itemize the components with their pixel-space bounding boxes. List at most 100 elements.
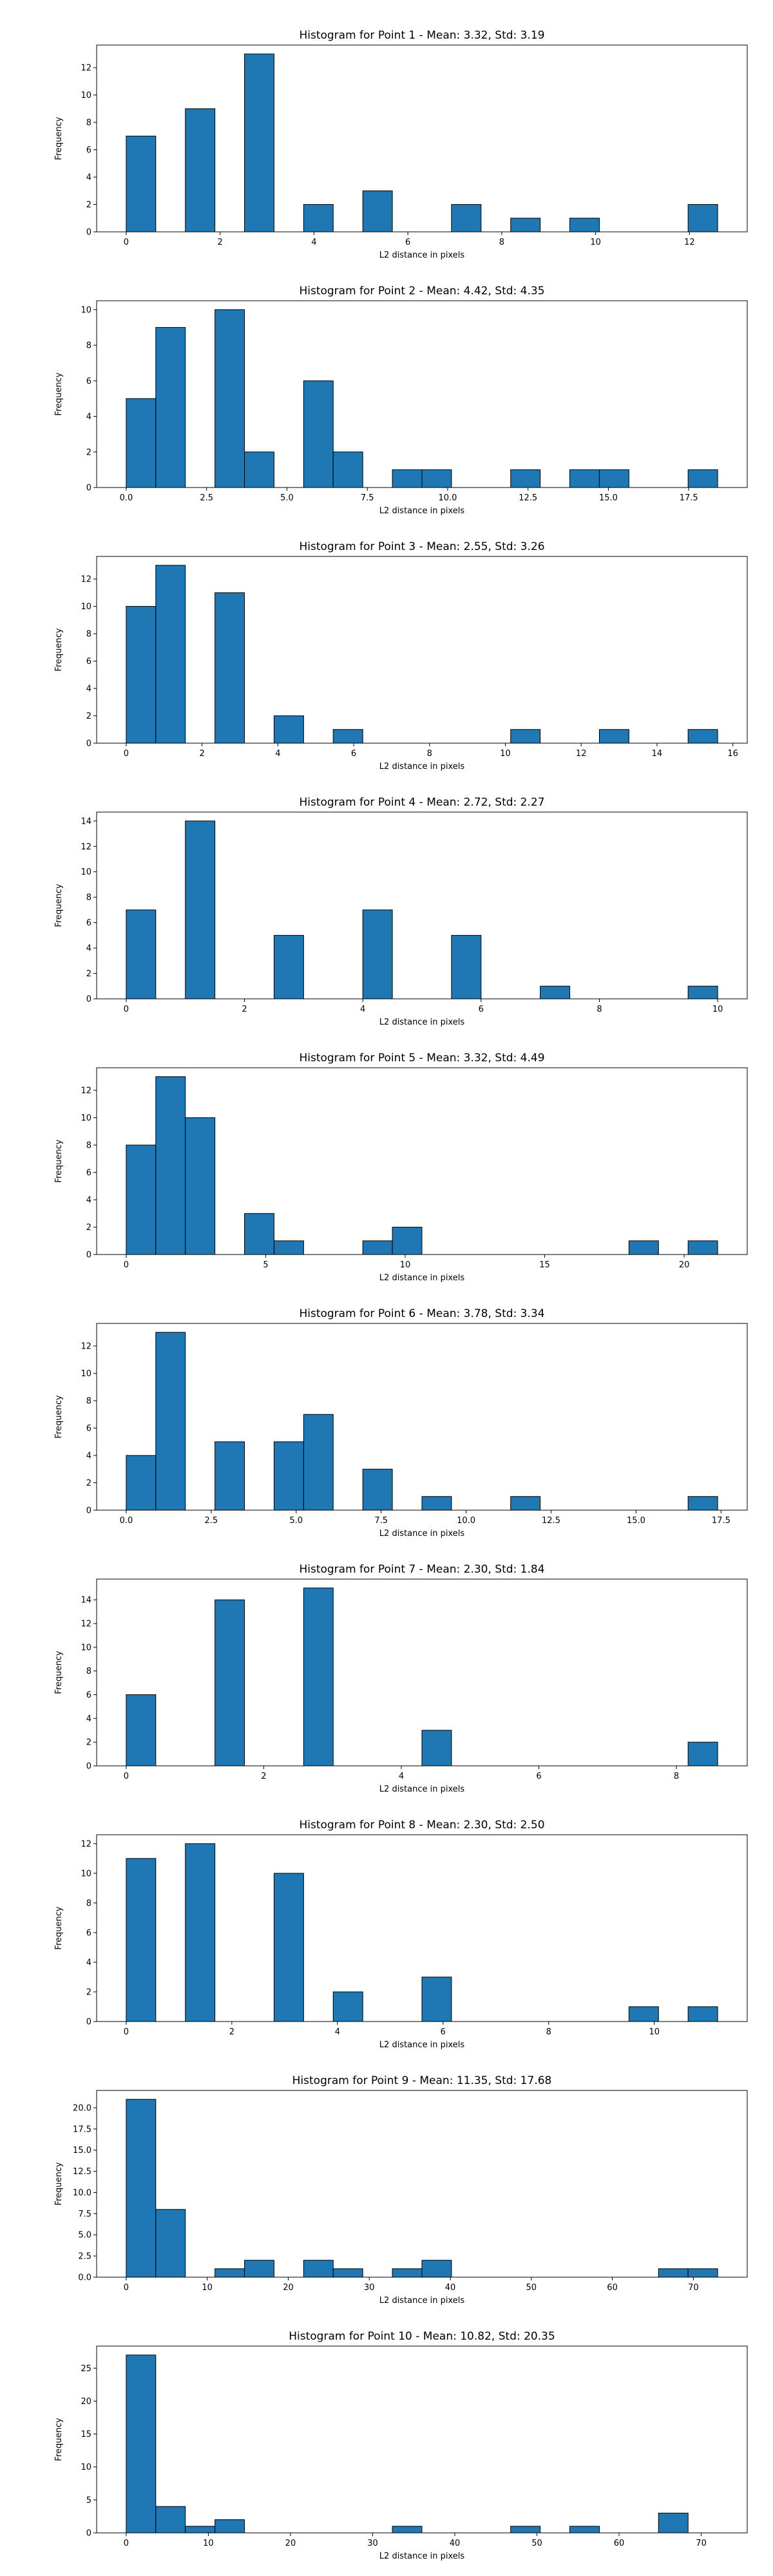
x-tick-label: 8 (546, 2027, 551, 2037)
y-axis-label: Frequency (54, 884, 64, 927)
y-tick-label: 0.0 (78, 2273, 91, 2283)
y-tick-label: 10 (81, 867, 91, 877)
histogram-bar (303, 204, 334, 232)
histogram-bar (392, 2526, 423, 2533)
histogram-bar (273, 1240, 304, 1255)
histogram-bar (540, 985, 571, 999)
x-axis-label: L2 distance in pixels (379, 762, 465, 772)
x-axis-label: L2 distance in pixels (379, 1529, 465, 1539)
histogram-panel-5: Histogram for Point 5 - Mean: 3.32, Std:… (54, 1052, 748, 1283)
x-axis-label: L2 distance in pixels (379, 506, 465, 516)
x-tick-label: 8 (596, 1005, 602, 1014)
y-axis-label: Frequency (54, 117, 64, 160)
x-axis-label: L2 distance in pixels (379, 2552, 465, 2561)
y-tick-label: 0 (86, 1251, 91, 1260)
x-tick-label: 17.5 (680, 493, 698, 503)
y-tick-label: 14 (81, 817, 91, 826)
y-tick-label: 2 (86, 1479, 91, 1488)
x-tick-label: 30 (367, 2539, 378, 2548)
x-tick-label: 6 (536, 1772, 541, 1781)
y-tick-label: 5 (86, 2496, 91, 2505)
x-tick-label: 0 (124, 1772, 129, 1781)
y-tick-label: 0 (86, 2018, 91, 2027)
chart-title: Histogram for Point 9 - Mean: 11.35, Std… (292, 2074, 552, 2087)
x-tick-label: 20 (679, 1260, 690, 1270)
y-tick-label: 6 (86, 377, 91, 386)
y-tick-label: 14 (81, 1596, 91, 1605)
histogram-panel-9: Histogram for Point 9 - Mean: 11.35, Std… (54, 2074, 748, 2306)
x-tick-label: 10 (203, 2539, 214, 2548)
histogram-bar (244, 451, 274, 488)
histogram-bar (362, 1240, 393, 1255)
x-tick-label: 60 (614, 2539, 625, 2548)
y-tick-label: 8 (86, 630, 91, 639)
x-tick-label: 0.0 (120, 493, 133, 503)
y-tick-label: 25 (81, 2364, 91, 2374)
x-tick-label: 20 (285, 2539, 296, 2548)
y-tick-label: 0 (86, 2529, 91, 2539)
x-tick-label: 12 (576, 749, 587, 759)
histogram-bar (569, 2526, 600, 2533)
axes-frame (96, 44, 748, 232)
y-tick-label: 2 (86, 1223, 91, 1233)
y-tick-label: 4 (86, 1958, 91, 1967)
histogram-panel-2: Histogram for Point 2 - Mean: 4.42, Std:… (54, 285, 748, 516)
y-tick-label: 8 (86, 118, 91, 128)
chart-title: Histogram for Point 5 - Mean: 3.32, Std:… (299, 1052, 544, 1065)
x-tick-label: 0 (124, 2539, 129, 2548)
x-axis-label: L2 distance in pixels (379, 2296, 465, 2306)
x-tick-label: 14 (652, 749, 663, 759)
histogram-bar (126, 909, 157, 999)
histogram-bar (155, 1332, 186, 1511)
x-tick-label: 12 (684, 238, 695, 247)
histogram-bar (273, 1441, 304, 1511)
y-tick-label: 6 (86, 1690, 91, 1700)
y-tick-label: 7.5 (78, 2210, 91, 2219)
histogram-panel-7: Histogram for Point 7 - Mean: 2.30, Std:… (54, 1563, 748, 1794)
y-tick-label: 4 (86, 1452, 91, 1461)
x-tick-label: 4 (275, 749, 280, 759)
histogram-bar (215, 1441, 245, 1511)
histogram-bar (421, 1730, 452, 1766)
y-tick-label: 12 (81, 575, 91, 585)
histogram-bar (303, 1414, 334, 1511)
chart-title: Histogram for Point 8 - Mean: 2.30, Std:… (299, 1819, 544, 1832)
histogram-bar (126, 1694, 157, 1766)
y-tick-label: 0 (86, 1506, 91, 1516)
x-tick-label: 2 (218, 238, 223, 247)
x-tick-label: 12.5 (519, 493, 537, 503)
y-tick-label: 6 (86, 1424, 91, 1434)
histogram-bar (569, 469, 600, 488)
histogram-bar (126, 1455, 157, 1511)
histogram-bar (687, 1741, 718, 1766)
x-tick-label: 10 (712, 1005, 723, 1014)
chart-title: Histogram for Point 1 - Mean: 3.32, Std:… (299, 29, 544, 42)
x-axis-label: L2 distance in pixels (379, 1785, 465, 1794)
histogram-bar (126, 135, 157, 232)
histogram-bar (215, 309, 245, 488)
x-tick-label: 70 (688, 2283, 699, 2293)
x-tick-label: 10 (649, 2027, 660, 2037)
x-tick-label: 15 (539, 1260, 550, 1270)
x-tick-label: 10 (400, 1260, 411, 1270)
histogram-bar (185, 2526, 216, 2533)
histogram-bar (215, 2268, 245, 2278)
x-tick-label: 10 (590, 238, 601, 247)
x-tick-label: 10.0 (457, 1516, 475, 1526)
y-tick-label: 6 (86, 146, 91, 155)
histogram-bar (451, 204, 482, 232)
y-tick-label: 10 (81, 1643, 91, 1653)
x-tick-label: 0 (124, 749, 129, 759)
histogram-bar (421, 2260, 452, 2278)
axes-frame (96, 811, 748, 999)
histogram-bar (155, 1076, 186, 1255)
x-tick-label: 2.5 (200, 493, 213, 503)
y-tick-label: 0 (86, 739, 91, 749)
histogram-bar (628, 1240, 659, 1255)
y-tick-label: 12 (81, 64, 91, 73)
x-tick-label: 8 (427, 749, 432, 759)
y-tick-label: 4 (86, 1714, 91, 1724)
x-tick-label: 4 (335, 2027, 340, 2037)
y-tick-label: 8 (86, 341, 91, 351)
